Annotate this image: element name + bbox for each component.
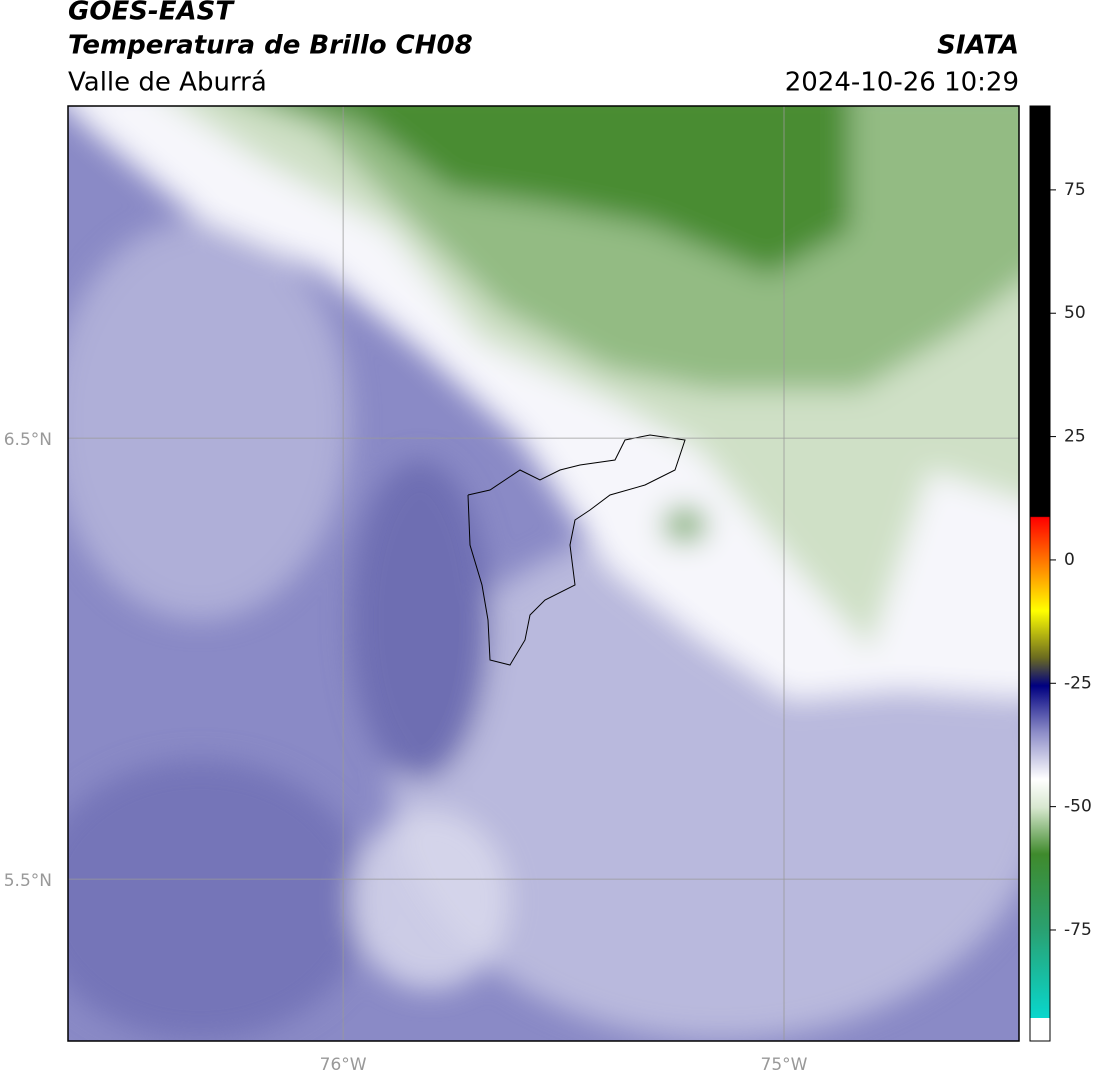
subtitle: Temperatura de Brillo CH08 xyxy=(68,31,473,61)
graticule xyxy=(68,106,1019,1041)
region: Valle de Aburrá xyxy=(68,68,267,98)
colorbar-tick-label: 75 xyxy=(1064,180,1086,200)
map-frame xyxy=(67,105,1020,1042)
colorbar xyxy=(1030,106,1050,1041)
x-tick-label: 76°W xyxy=(320,1055,367,1075)
colorbar-tick-label: 25 xyxy=(1064,427,1086,447)
colorbar-under xyxy=(1030,1018,1050,1041)
y-tick-label: 5.5°N xyxy=(4,871,52,891)
colorbar-tick-label: 50 xyxy=(1064,303,1086,323)
satellite-image xyxy=(68,106,1019,1041)
source: SIATA xyxy=(937,31,1019,61)
y-tick-label: 6.5°N xyxy=(4,430,52,450)
municipal-boundaries xyxy=(467,434,686,666)
colorbar-tick-label: -25 xyxy=(1064,673,1092,693)
colorbar-tick-label: -50 xyxy=(1064,797,1092,817)
colorbar-frame xyxy=(1029,105,1051,1042)
colorbar-tick-label: 0 xyxy=(1064,550,1075,570)
colorbar-tick-label: -75 xyxy=(1064,920,1092,940)
x-tick-label: 75°W xyxy=(761,1055,808,1075)
timestamp: 2024-10-26 10:29 xyxy=(785,68,1019,98)
title: GOES-EAST xyxy=(68,0,235,27)
